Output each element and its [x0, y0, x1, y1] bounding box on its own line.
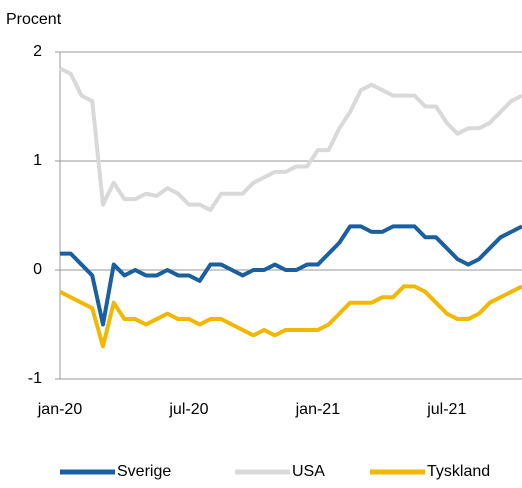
y-axis-label: Procent	[6, 11, 62, 28]
legend-label: Tyskland	[427, 463, 490, 480]
series-line	[59, 284, 522, 349]
series-line	[59, 66, 522, 213]
legend-label: USA	[292, 463, 325, 480]
x-tick-label: jan-20	[37, 401, 83, 418]
x-tick-label: jul-21	[426, 401, 466, 418]
series-line	[60, 224, 522, 327]
y-tick-label: -1	[28, 370, 42, 387]
y-tick-label: 2	[33, 43, 42, 60]
y-tick-label: 1	[33, 152, 42, 169]
x-tick-label: jan-21	[295, 401, 341, 418]
legend-label: Sverige	[117, 463, 171, 480]
x-tick-label: jul-20	[168, 401, 208, 418]
y-tick-label: 0	[33, 261, 42, 278]
